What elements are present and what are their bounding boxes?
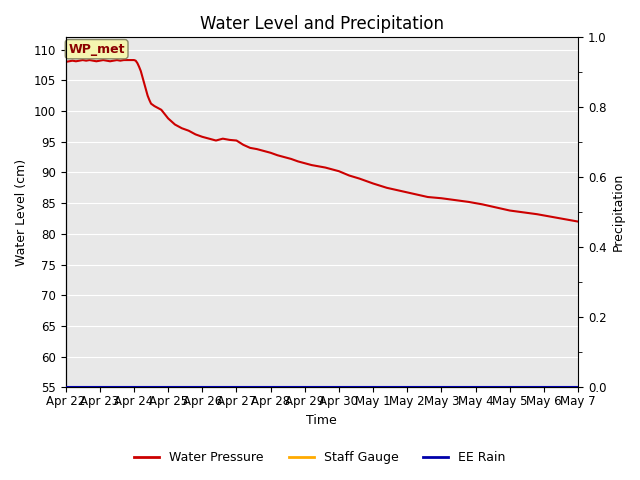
Line: Water Pressure: Water Pressure: [66, 60, 578, 222]
Water Pressure: [574, 219, 582, 225]
Water Pressure: [369, 180, 377, 186]
Water Pressure: [175, 123, 182, 129]
Y-axis label: Precipitation: Precipitation: [612, 173, 625, 252]
Water Pressure: [62, 59, 70, 65]
Legend: Water Pressure, Staff Gauge, EE Rain: Water Pressure, Staff Gauge, EE Rain: [129, 446, 511, 469]
Title: Water Level and Precipitation: Water Level and Precipitation: [200, 15, 444, 33]
Text: WP_met: WP_met: [68, 43, 125, 56]
Water Pressure: [83, 58, 90, 63]
Water Pressure: [65, 59, 73, 64]
Water Pressure: [79, 57, 86, 63]
Y-axis label: Water Level (cm): Water Level (cm): [15, 159, 28, 266]
X-axis label: Time: Time: [307, 414, 337, 427]
Water Pressure: [328, 167, 336, 172]
Water Pressure: [188, 130, 196, 135]
